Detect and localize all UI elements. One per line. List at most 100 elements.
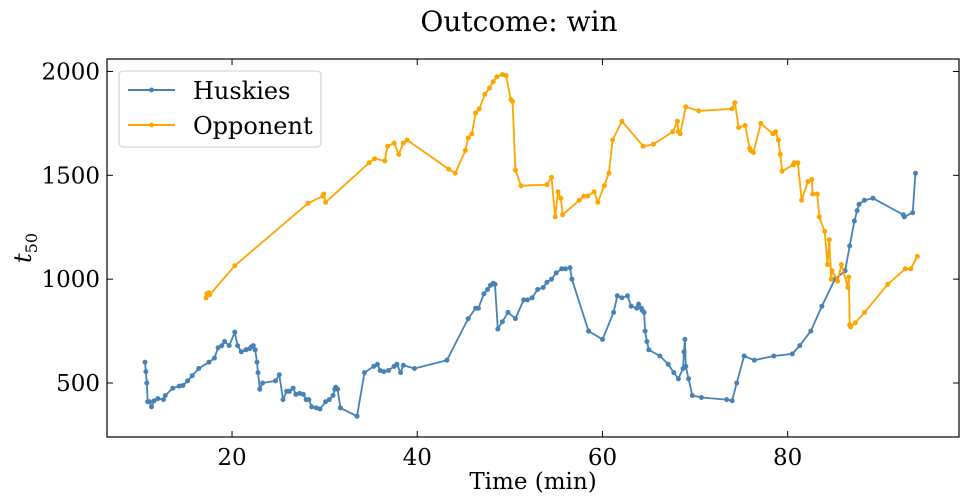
opponent-point [591,189,597,195]
opponent-point [490,79,496,85]
opponent-point [914,253,920,259]
opponent-point [601,183,607,189]
huskies-point [751,357,757,363]
huskies-point [910,210,916,216]
opponent-point [810,191,816,197]
huskies-point [665,361,671,367]
huskies-point [143,369,149,375]
huskies-point [512,316,518,322]
opponent-point [452,170,458,176]
huskies-point [724,397,730,403]
legend-opponent-label: Opponent [193,112,313,140]
huskies-point [789,351,795,357]
huskies-point [567,265,573,271]
opponent-point [323,199,329,205]
huskies-point [381,369,387,375]
huskies-point [238,349,244,355]
opponent-point [822,228,828,234]
huskies-point [444,357,450,363]
opponent-point [852,320,858,326]
huskies-point [540,285,546,290]
huskies-point [628,303,634,309]
huskies-point [337,405,343,411]
huskies-point [499,319,505,325]
opponent-point [848,324,854,330]
huskies-point [634,305,640,311]
huskies-point [398,370,404,376]
huskies-point [657,353,663,359]
opponent-point [809,177,815,182]
huskies-point [280,397,286,403]
opponent-point [476,106,482,112]
huskies-point [222,339,228,344]
huskies-point [619,295,625,301]
huskies-point [354,413,360,419]
huskies-point [400,362,406,368]
huskies-point [306,397,312,403]
opponent-point [396,152,402,157]
huskies-point [180,383,186,388]
opponent-point [321,191,327,197]
opponent-point [207,292,213,298]
opponent-point [585,193,591,199]
opponent-point [814,191,820,197]
opponent-point [773,129,779,135]
opponent-point [544,182,550,188]
opponent-point [732,100,738,106]
axis-ticks: 20 40 60 80 500 1000 1500 2000 [41,59,959,471]
huskies-point [326,397,332,403]
huskies-point [330,393,336,398]
huskies-point [481,291,487,297]
huskies-point [215,345,221,351]
huskies-point [276,372,282,378]
opponent-point [610,137,616,143]
opponent-point [404,137,410,143]
plot-area [142,72,920,419]
huskies-point [729,398,735,404]
huskies-point [374,361,380,367]
huskies-point [856,201,862,207]
x-axis-label: Time (min) [469,469,596,495]
huskies-point [671,370,677,376]
huskies-point [505,309,511,315]
huskies-point [524,297,530,303]
huskies-point [255,370,261,376]
y-tick-label: 1000 [41,267,100,293]
opponent-point [799,197,805,203]
opponent-point [862,309,867,315]
huskies-point [335,386,341,392]
opponent-point [503,73,509,79]
huskies-point [475,305,481,311]
opponent-point [482,91,488,97]
huskies-point [562,266,568,272]
huskies-point [611,309,617,315]
opponent-point [829,268,835,274]
huskies-point [170,385,176,391]
huskies-point [771,353,777,359]
opponent-point [758,120,764,126]
legend-opponent-swatch-marker [149,122,154,128]
huskies-point [642,328,648,334]
huskies-point [614,293,620,299]
y-axis-label: t50 [9,233,41,263]
huskies-point [211,355,217,361]
opponent-point [816,214,822,220]
opponent-point [576,197,582,203]
opponent-point [366,160,372,166]
huskies-point [544,279,550,285]
huskies-point [675,376,681,382]
opponent-point [581,193,587,199]
opponent-point [908,266,914,272]
huskies-point [636,301,642,307]
huskies-point [600,336,605,342]
huskies-point [529,295,535,301]
huskies-point [699,395,704,400]
huskies-point [155,396,161,402]
opponent-point [650,141,656,147]
huskies-point [854,208,860,214]
huskies-point [257,386,263,392]
opponent-point [683,104,689,110]
huskies-point [689,393,695,398]
opponent-point [805,179,811,184]
y-tick-label: 2000 [41,59,100,85]
